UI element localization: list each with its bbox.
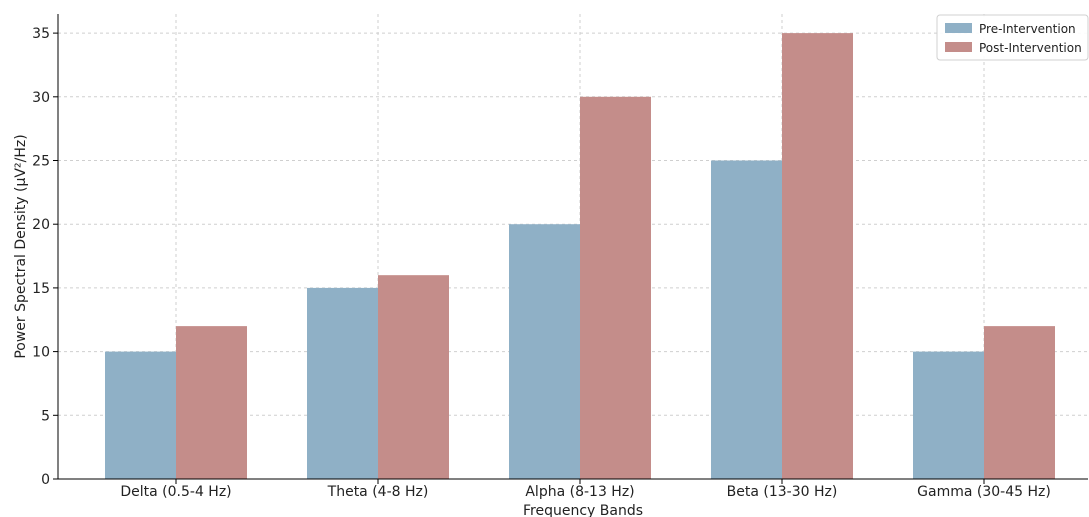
axes: [57, 14, 1088, 480]
bar-pre-0: [105, 351, 176, 479]
legend: Pre-Intervention Post-Intervention: [936, 14, 1089, 61]
bar-post-4: [984, 326, 1055, 479]
bar-post-1: [378, 275, 449, 479]
x-tick-label: Alpha (8-13 Hz): [525, 484, 634, 500]
y-ticks: 0 5 10 15 20 25 30 35: [32, 26, 58, 488]
legend-box: [936, 14, 1089, 61]
bar-pre-3: [711, 160, 782, 480]
legend-label-pre: Pre-Intervention: [979, 22, 1076, 36]
y-axis-title: Power Spectral Density (µV²/Hz): [13, 134, 29, 358]
y-tick-label: 25: [32, 154, 50, 170]
x-axis-title: Frequency Bands: [523, 503, 643, 517]
bar-post-3: [782, 33, 853, 479]
legend-label-post: Post-Intervention: [979, 41, 1082, 55]
bar-post-0: [176, 326, 247, 479]
legend-swatch-post: [945, 42, 972, 52]
y-tick-label: 30: [32, 90, 50, 106]
x-ticks: Delta (0.5-4 Hz) Theta (4-8 Hz) Alpha (8-1…: [120, 479, 1051, 500]
y-tick-label: 10: [32, 345, 50, 361]
y-tick-label: 0: [41, 472, 50, 488]
bars: [105, 33, 1055, 480]
bar-pre-2: [509, 224, 580, 479]
y-tick-label: 35: [32, 26, 50, 42]
x-tick-label: Theta (4-8 Hz): [327, 484, 429, 500]
y-tick-label: 20: [32, 217, 50, 233]
x-tick-label: Beta (13-30 Hz): [727, 484, 838, 500]
x-tick-label: Delta (0.5-4 Hz): [120, 484, 231, 500]
y-tick-label: 5: [41, 408, 50, 424]
bar-pre-4: [913, 351, 984, 479]
legend-swatch-pre: [945, 23, 972, 33]
bar-pre-1: [307, 287, 378, 479]
x-tick-label: Gamma (30-45 Hz): [917, 484, 1051, 500]
y-tick-label: 15: [32, 281, 50, 297]
bar-post-2: [580, 96, 651, 479]
